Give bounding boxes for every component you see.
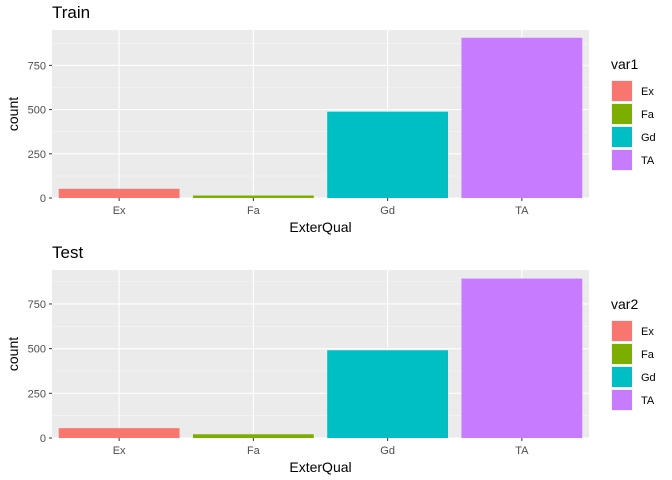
x-tick-label: Ex — [113, 445, 126, 457]
y-tick-label: 500 — [28, 105, 46, 117]
chart-panel-train: Train 0 250 500 750 Ex Fa Gd TA ExterQual count var… — [5, 3, 656, 235]
legend-label: Gd — [641, 372, 656, 384]
legend-label: Ex — [641, 326, 654, 338]
bar-ex — [58, 428, 180, 438]
legend-label: Gd — [641, 132, 656, 144]
chart-title: Test — [52, 243, 83, 262]
y-tick-label: 500 — [28, 344, 46, 356]
x-tick-label: Gd — [380, 445, 395, 457]
x-axis-title: ExterQual — [289, 219, 351, 235]
bar-fa — [192, 195, 314, 198]
legend-label: Fa — [641, 109, 655, 121]
bar-ta — [461, 37, 583, 198]
chart-panel-test: Test 0 250 500 750 Ex Fa Gd TA ExterQual count var2… — [5, 243, 656, 475]
legend-swatch-ta — [612, 390, 632, 410]
legend-swatch-ex — [612, 321, 632, 341]
bar-ta — [461, 278, 583, 438]
x-tick-label: Gd — [380, 205, 395, 217]
bar-ex — [58, 188, 180, 198]
legend-title: var2 — [611, 296, 638, 312]
y-tick-label: 250 — [28, 149, 46, 161]
x-tick-label: Fa — [247, 205, 261, 217]
x-tick-label: TA — [515, 445, 529, 457]
x-axis-title: ExterQual — [289, 459, 351, 475]
legend-title: var1 — [611, 56, 638, 72]
y-tick-label: 250 — [28, 388, 46, 400]
y-tick-label: 750 — [28, 299, 46, 311]
legend-label: TA — [641, 155, 655, 167]
y-axis-title: count — [5, 97, 21, 131]
legend-swatch-ta — [612, 150, 632, 170]
legend-swatch-gd — [612, 367, 632, 387]
y-axis-title: count — [5, 337, 21, 371]
bar-gd — [327, 350, 449, 438]
x-tick-label: Fa — [247, 445, 261, 457]
x-tick-label: TA — [515, 205, 529, 217]
legend-label: TA — [641, 395, 655, 407]
legend-swatch-fa — [612, 344, 632, 364]
x-tick-label: Ex — [113, 205, 126, 217]
legend-label: Fa — [641, 349, 655, 361]
legend-swatch-ex — [612, 81, 632, 101]
legend-swatch-fa — [612, 104, 632, 124]
y-tick-label: 0 — [40, 193, 46, 205]
legend-swatch-gd — [612, 127, 632, 147]
legend: var1 Ex Fa Gd TA — [611, 56, 656, 171]
legend: var2 Ex Fa Gd TA — [611, 296, 656, 411]
bar-gd — [327, 111, 449, 198]
y-tick-label: 0 — [40, 433, 46, 445]
chart-title: Train — [52, 3, 90, 22]
y-tick-label: 750 — [28, 60, 46, 72]
bar-fa — [192, 434, 314, 438]
legend-label: Ex — [641, 86, 654, 98]
